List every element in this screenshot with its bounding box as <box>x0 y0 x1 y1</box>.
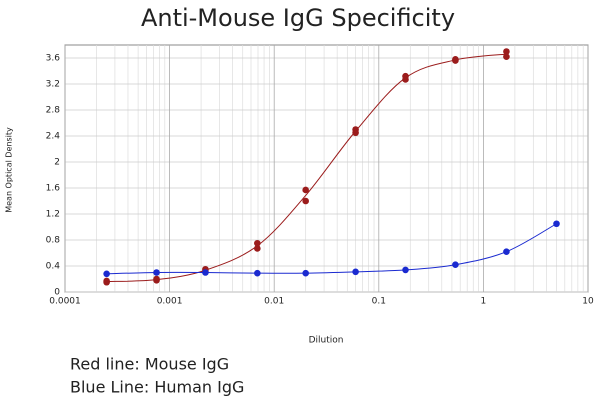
y-tick-label: 0.8 <box>46 236 61 246</box>
data-point <box>452 57 459 64</box>
chart-title: Anti-Mouse IgG Specificity <box>141 4 455 32</box>
x-tick-label: 0.1 <box>372 297 386 307</box>
legend-entry: Red line: Mouse IgG <box>70 355 229 374</box>
fit-curve <box>106 223 557 275</box>
data-point <box>452 261 459 269</box>
data-point <box>503 248 510 255</box>
y-tick-label: 3.2 <box>46 80 60 90</box>
data-point <box>553 220 560 228</box>
data-point <box>254 245 261 252</box>
data-point <box>402 76 409 83</box>
x-tick-label: 1 <box>481 297 487 307</box>
data-point <box>302 269 309 277</box>
data-point <box>302 186 309 194</box>
data-point <box>503 48 510 55</box>
x-tick-label: 0.0001 <box>49 297 81 307</box>
x-tick-label: 10 <box>582 297 594 307</box>
fit-curve <box>106 53 507 283</box>
data-point <box>254 239 261 247</box>
y-tick-label: 0.4 <box>46 262 61 272</box>
data-point <box>254 269 261 277</box>
data-point <box>302 197 309 205</box>
data-point <box>402 266 409 274</box>
data-point <box>153 277 160 284</box>
y-tick-label: 1.2 <box>46 210 60 220</box>
y-tick-label: 2 <box>54 158 60 168</box>
y-tick-label: 3.6 <box>46 54 61 64</box>
x-tick-label: 0.01 <box>264 297 284 307</box>
y-tick-label: 0 <box>54 288 60 298</box>
y-tick-label: 2.4 <box>46 132 61 142</box>
y-tick-label: 2.8 <box>46 106 61 116</box>
data-point <box>202 269 209 276</box>
y-axis-label: Mean Optical Density <box>5 127 14 213</box>
data-point <box>153 269 160 276</box>
x-axis-label: Dilution <box>309 336 344 346</box>
data-point <box>503 53 510 60</box>
data-point <box>103 278 110 286</box>
data-point <box>352 129 359 137</box>
data-point <box>103 270 110 278</box>
y-tick-label: 1.6 <box>46 184 61 194</box>
data-point <box>352 268 359 276</box>
legend-entry: Blue Line: Human IgG <box>70 378 244 397</box>
x-tick-label: 0.001 <box>157 297 183 307</box>
